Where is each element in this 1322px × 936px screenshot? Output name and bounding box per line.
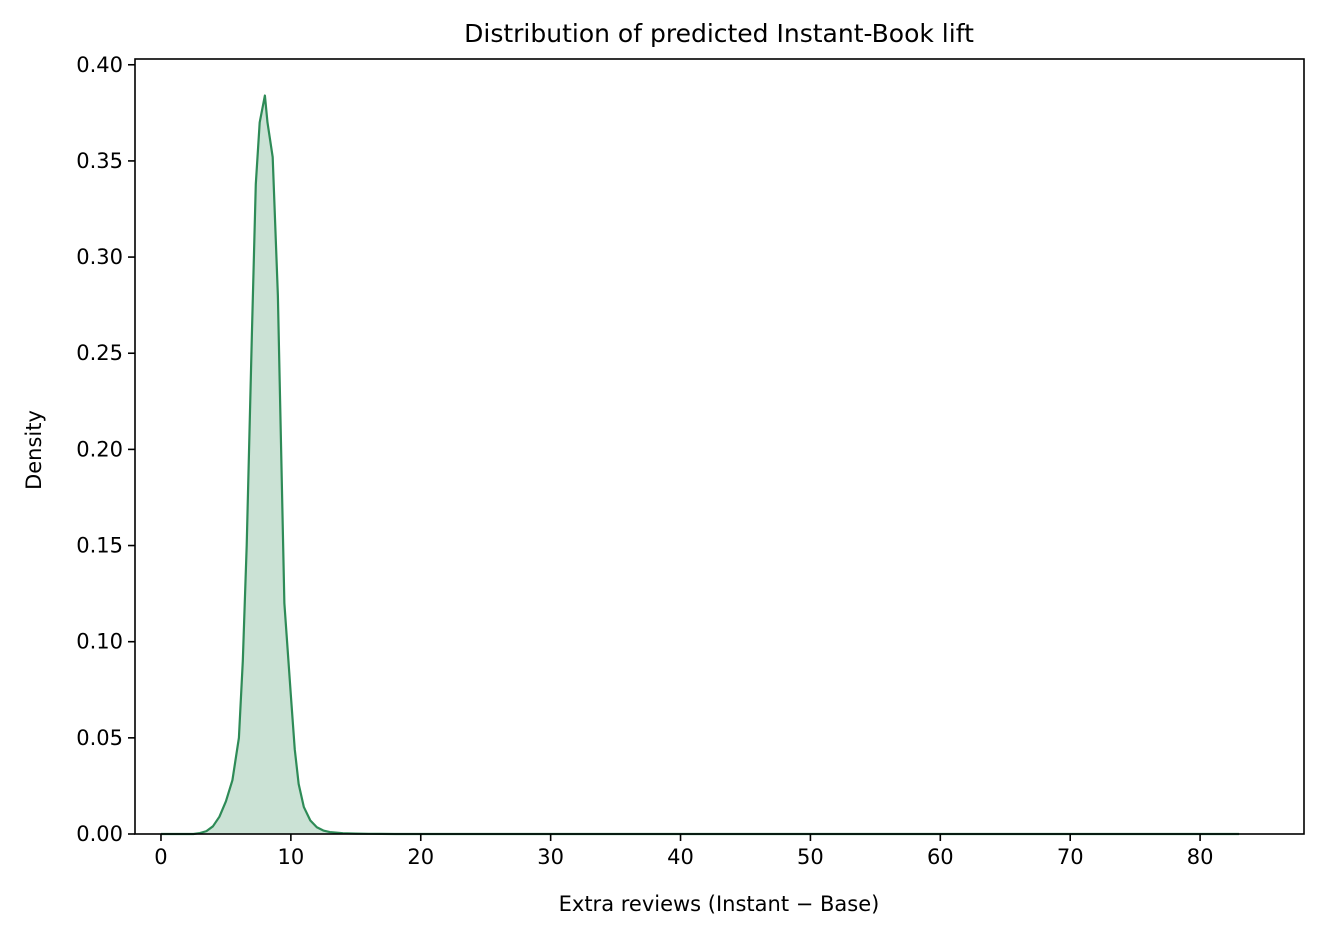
x-tick-label: 70	[1057, 845, 1084, 869]
x-tick-label: 0	[154, 845, 167, 869]
x-tick-label: 30	[537, 845, 564, 869]
y-tick-label: 0.00	[76, 822, 123, 846]
chart-title: Distribution of predicted Instant-Book l…	[464, 19, 974, 48]
y-tick-label: 0.20	[76, 437, 123, 461]
x-tick-label: 80	[1187, 845, 1214, 869]
x-tick-label: 10	[277, 845, 304, 869]
axes-frame	[134, 58, 1305, 835]
x-tick-label: 50	[797, 845, 824, 869]
y-tick-label: 0.05	[76, 726, 123, 750]
x-tick-label: 40	[667, 845, 694, 869]
y-tick-label: 0.10	[76, 630, 123, 654]
y-tick-label: 0.30	[76, 245, 123, 269]
y-axis-title: Density	[22, 410, 46, 490]
y-tick-label: 0.35	[76, 149, 123, 173]
y-axis: 0.00 0.05 0.10 0.15 0.20 0.25 0.30 0.35 0.40	[76, 53, 135, 846]
y-tick-label: 0.25	[76, 341, 123, 365]
y-tick-label: 0.15	[76, 534, 123, 558]
y-tick-label: 0.40	[76, 53, 123, 77]
x-tick-label: 60	[927, 845, 954, 869]
x-axis: 0 10 20 30 40 50 60 70 80	[154, 834, 1213, 869]
x-axis-title: Extra reviews (Instant − Base)	[559, 892, 880, 916]
density-area-fill	[160, 95, 1240, 835]
x-tick-label: 20	[407, 845, 434, 869]
